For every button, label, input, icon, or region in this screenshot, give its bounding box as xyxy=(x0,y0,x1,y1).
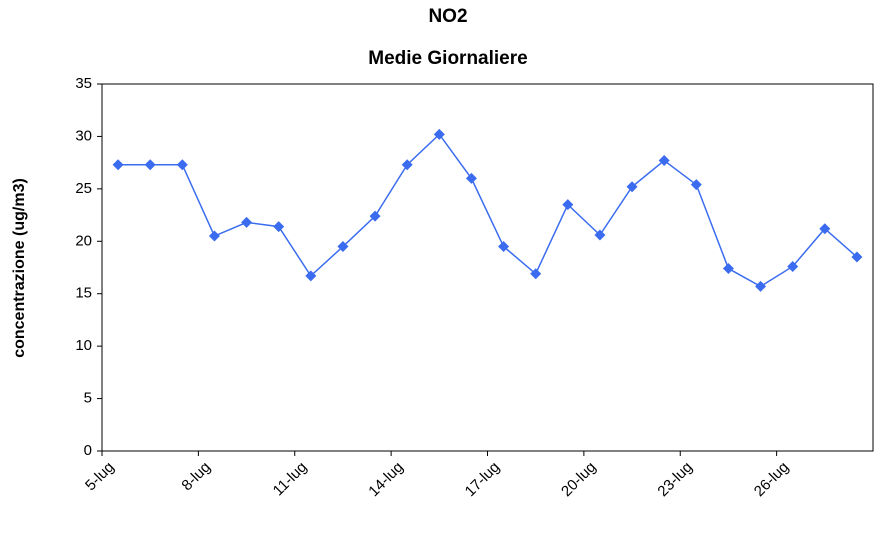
y-tick-label: 30 xyxy=(75,127,92,144)
x-tick-label: 5-lug xyxy=(82,459,118,495)
marker xyxy=(465,172,477,184)
marker xyxy=(401,159,413,171)
y-tick-label: 15 xyxy=(75,285,92,302)
y-axis-label: concentrazione (ug/m3) xyxy=(11,178,28,358)
y-tick-label: 5 xyxy=(84,390,92,407)
x-tick-label: 8-lug xyxy=(178,459,214,495)
marker xyxy=(112,159,124,171)
marker xyxy=(433,128,445,140)
x-tick-label: 26-lug xyxy=(751,459,793,501)
y-tick-label: 20 xyxy=(75,232,92,249)
marker xyxy=(498,241,510,253)
chart-subtitle: Medie Giornaliere xyxy=(368,48,527,69)
marker xyxy=(305,270,317,282)
marker xyxy=(626,181,638,193)
x-tick-label: 23-lug xyxy=(654,459,696,501)
y-tick-label: 10 xyxy=(75,337,92,354)
marker xyxy=(530,268,542,280)
marker xyxy=(690,179,702,191)
y-tick-label: 25 xyxy=(75,180,92,197)
marker xyxy=(208,230,220,242)
marker xyxy=(562,199,574,211)
marker xyxy=(369,210,381,222)
x-tick-label: 14-lug xyxy=(365,459,407,501)
marker xyxy=(658,155,670,167)
data-line xyxy=(118,133,858,288)
marker xyxy=(337,241,349,253)
x-tick-label: 11-lug xyxy=(270,459,311,500)
marker xyxy=(273,221,285,233)
marker xyxy=(144,159,156,171)
marker xyxy=(787,260,799,272)
marker xyxy=(176,159,188,171)
plot-border xyxy=(101,83,874,452)
marker xyxy=(241,216,253,228)
y-tick-label: 0 xyxy=(84,442,92,459)
y-tick-label: 35 xyxy=(75,75,92,92)
marker xyxy=(722,263,734,275)
x-tick-label: 17-lug xyxy=(462,459,504,501)
x-tick-label: 20-lug xyxy=(558,459,600,501)
marker xyxy=(755,280,767,292)
chart-title: NO2 xyxy=(428,6,467,27)
marker xyxy=(594,229,606,241)
marker xyxy=(851,251,863,263)
marker xyxy=(819,223,831,235)
